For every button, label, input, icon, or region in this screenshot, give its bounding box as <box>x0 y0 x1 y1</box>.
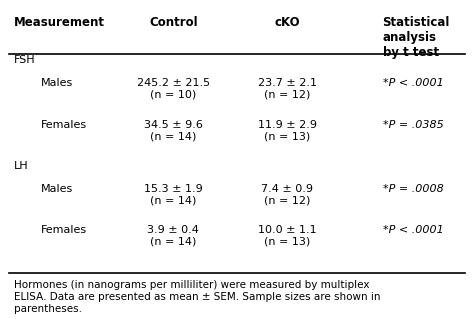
Text: Statistical
analysis
by t test: Statistical analysis by t test <box>383 16 450 59</box>
Text: 15.3 ± 1.9
(n = 14): 15.3 ± 1.9 (n = 14) <box>144 184 203 206</box>
Text: Females: Females <box>41 225 88 235</box>
Text: 10.0 ± 1.1
(n = 13): 10.0 ± 1.1 (n = 13) <box>258 225 316 247</box>
Text: 7.4 ± 0.9
(n = 12): 7.4 ± 0.9 (n = 12) <box>261 184 313 206</box>
Text: 245.2 ± 21.5
(n = 10): 245.2 ± 21.5 (n = 10) <box>137 78 210 100</box>
Text: *P < .0001: *P < .0001 <box>383 78 443 88</box>
Text: *P = .0008: *P = .0008 <box>383 184 443 194</box>
Text: 11.9 ± 2.9
(n = 13): 11.9 ± 2.9 (n = 13) <box>257 120 317 141</box>
Text: 23.7 ± 2.1
(n = 12): 23.7 ± 2.1 (n = 12) <box>257 78 317 100</box>
Text: 3.9 ± 0.4
(n = 14): 3.9 ± 0.4 (n = 14) <box>147 225 199 247</box>
Text: FSH: FSH <box>14 56 36 65</box>
Text: Males: Males <box>41 78 73 88</box>
Text: 34.5 ± 9.6
(n = 14): 34.5 ± 9.6 (n = 14) <box>144 120 203 141</box>
Text: *P = .0385: *P = .0385 <box>383 120 443 130</box>
Text: Control: Control <box>149 16 198 29</box>
Text: *P < .0001: *P < .0001 <box>383 225 443 235</box>
Text: Males: Males <box>41 184 73 194</box>
Text: LH: LH <box>14 161 28 171</box>
Text: cKO: cKO <box>274 16 300 29</box>
Text: Measurement: Measurement <box>14 16 105 29</box>
Text: Females: Females <box>41 120 88 130</box>
Text: Hormones (in nanograms per milliliter) were measured by multiplex
ELISA. Data ar: Hormones (in nanograms per milliliter) w… <box>14 280 381 314</box>
